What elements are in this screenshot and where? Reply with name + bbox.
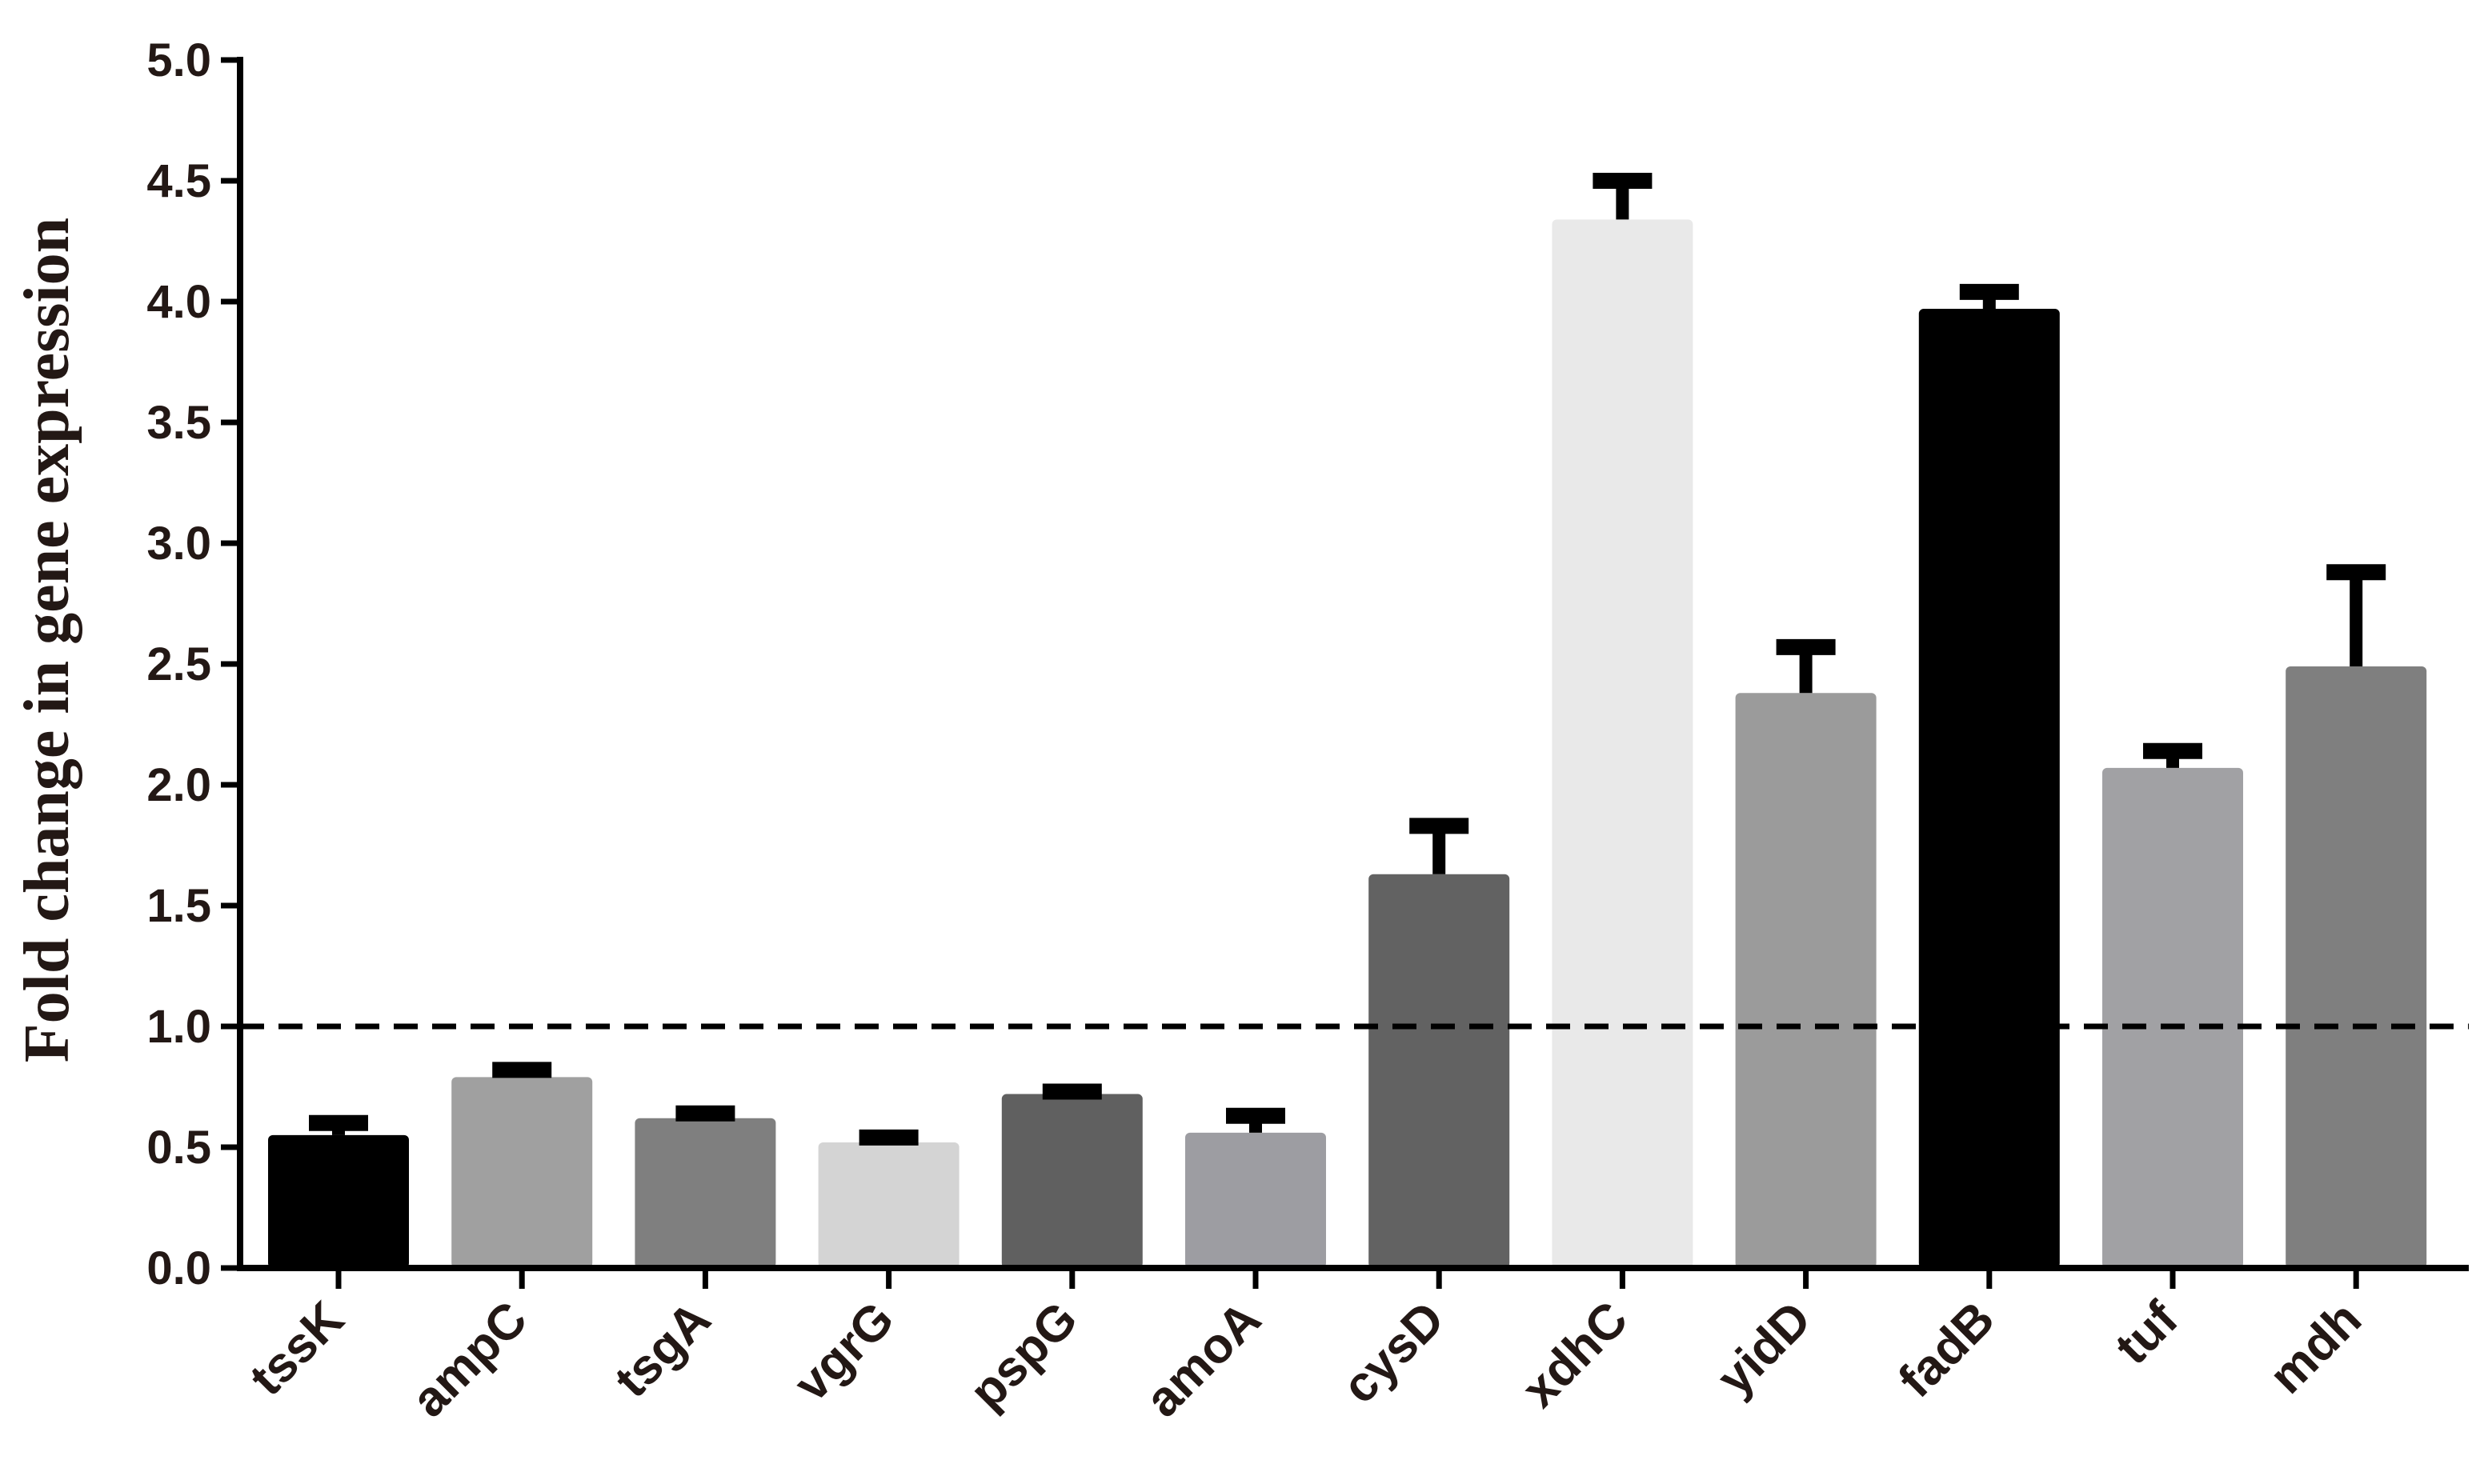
y-tick-label: 0.0	[146, 1242, 211, 1294]
x-tick-label-pspG: pspG	[960, 1291, 1088, 1420]
bar-fadB	[1918, 309, 2060, 1268]
bar-pspG	[1001, 1094, 1143, 1268]
error-bar-xdhC	[1593, 173, 1653, 220]
bar-ampC	[451, 1077, 593, 1268]
error-bar-vgrG	[859, 1129, 919, 1146]
error-bar-yidD	[1776, 638, 1836, 694]
x-tick-label-cysD: cysD	[1332, 1291, 1456, 1414]
x-tick-label-xdhC: xdhC	[1512, 1291, 1638, 1418]
error-bar-tssK	[309, 1114, 368, 1135]
y-tick-label: 4.5	[146, 155, 211, 207]
error-bar-cysD	[1409, 818, 1469, 874]
bar-tsgA	[635, 1118, 776, 1268]
error-bar-tuf	[2143, 742, 2202, 768]
y-tick-label: 1.5	[146, 880, 211, 932]
y-tick-label: 4.0	[146, 276, 211, 328]
y-tick-label: 2.5	[146, 638, 211, 690]
bar-tssK	[268, 1134, 409, 1268]
y-tick-label: 5.0	[146, 34, 211, 86]
bar-vgrG	[818, 1142, 960, 1268]
error-bar-fadB	[1959, 283, 2019, 310]
bar-cysD	[1368, 874, 1510, 1268]
x-tick-label-tuf: tuf	[2105, 1291, 2189, 1375]
bars-layer	[268, 219, 2427, 1268]
x-tick-label-mdh: mdh	[2259, 1291, 2372, 1404]
x-tick-label-vgrG: vgrG	[783, 1291, 904, 1412]
bar-xdhC	[1552, 219, 1693, 1268]
bar-tuf	[2102, 767, 2243, 1268]
y-ticks-layer: 0.0 0.5 1.0 1.5 2.0 2.5 3.0 3.5 4.0 4.5 5.0	[146, 34, 240, 1294]
x-tick-label-ampC: ampC	[401, 1291, 538, 1428]
error-bar-mdh	[2326, 564, 2386, 667]
x-tick-label-yidD: yidD	[1707, 1291, 1822, 1406]
x-tick-label-amoA: amoA	[1135, 1291, 1272, 1428]
x-tick-label-tsgA: tsgA	[604, 1291, 721, 1408]
bar-yidD	[1735, 693, 1877, 1268]
error-bar-pspG	[1042, 1083, 1102, 1100]
y-tick-label: 1.0	[146, 1001, 211, 1053]
x-ticks-layer: tssK ampC tsgA vgrG pspG amoA cysD xdhC yidD fadB…	[239, 1268, 2372, 1428]
error-bar-tsgA	[675, 1105, 735, 1122]
error-bars-layer	[309, 173, 2386, 1146]
x-tick-label-tssK: tssK	[239, 1291, 355, 1406]
x-tick-label-fadB: fadB	[1888, 1291, 2005, 1408]
y-axis-title: Fold change in gene expression	[12, 218, 82, 1062]
y-tick-label: 3.0	[146, 518, 211, 570]
error-bar-ampC	[492, 1062, 552, 1078]
y-tick-label: 3.5	[146, 397, 211, 449]
bar-mdh	[2286, 666, 2427, 1268]
bar-amoA	[1185, 1132, 1326, 1268]
y-tick-label: 0.5	[146, 1122, 211, 1174]
y-tick-label: 2.0	[146, 759, 211, 811]
error-bar-amoA	[1226, 1107, 1285, 1133]
